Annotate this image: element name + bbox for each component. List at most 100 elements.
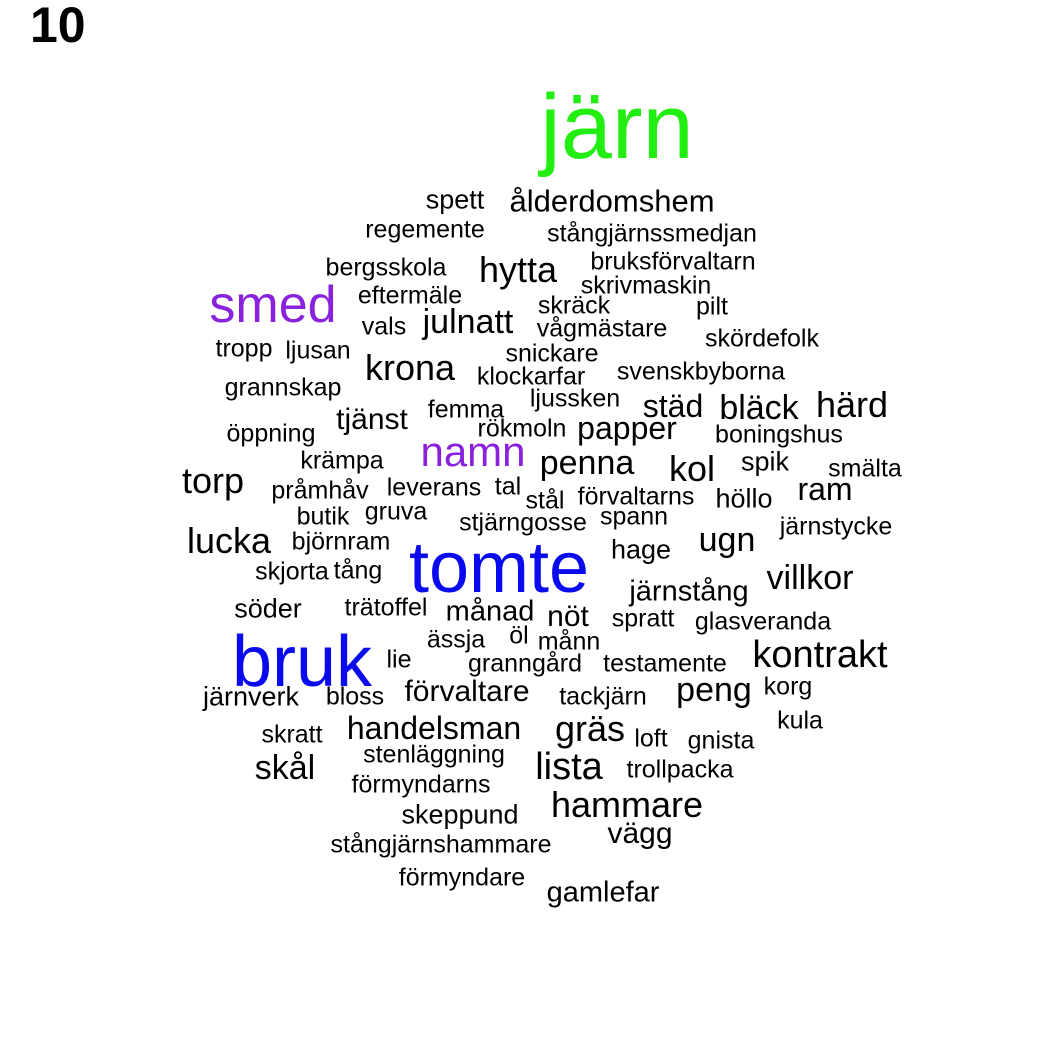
word-papper: papper <box>577 410 677 446</box>
word-glasveranda: glasveranda <box>694 607 832 636</box>
word-skal: skål <box>254 749 316 787</box>
word-gnista: gnista <box>687 726 755 755</box>
word-villkor: villkor <box>766 559 854 597</box>
word-bruk: bruk <box>231 622 373 702</box>
word-gruva: gruva <box>364 497 428 526</box>
word-skrivmaskin: skrivmaskin <box>580 271 712 300</box>
word-tropp: tropp <box>215 334 273 363</box>
word-forvaltarns: förvaltarns <box>577 482 695 511</box>
word-namn: namn <box>420 428 526 475</box>
word-leverans: leverans <box>386 473 482 502</box>
word-stad: städ <box>642 388 704 424</box>
word-skeppund: skeppund <box>401 799 519 830</box>
word-spik: spik <box>740 446 790 477</box>
word-black: bläck <box>719 389 799 427</box>
word-kontrakt: kontrakt <box>752 634 888 676</box>
word-tackjarn: tackjärn <box>559 682 647 711</box>
word-spratt: spratt <box>611 604 675 633</box>
word-stangjarnssmedjan: stångjärnssmedjan <box>547 219 757 248</box>
word-vals: vals <box>361 312 407 341</box>
word-vagmastare: vågmästare <box>536 314 668 343</box>
word-smed: smed <box>209 276 337 334</box>
word-jarnverk: järnverk <box>202 681 300 712</box>
word-forvaltare: förvaltare <box>404 675 530 708</box>
word-peng: peng <box>676 671 752 709</box>
word-jarn: järn <box>540 76 694 178</box>
word-bloss: bloss <box>325 682 385 711</box>
word-kol: kol <box>668 448 716 489</box>
word-skratt: skratt <box>261 720 323 749</box>
word-lucka: lucka <box>186 520 272 561</box>
word-handelsman: handelsman <box>346 710 522 746</box>
word-femma: femma <box>427 395 505 424</box>
word-skrack: skräck <box>537 291 611 320</box>
word-kula: kula <box>777 706 823 735</box>
word-oppning: öppning <box>226 419 316 448</box>
word-soder: söder <box>234 593 302 624</box>
word-stal: stål <box>525 486 565 515</box>
word-penna: penna <box>539 444 635 482</box>
word-skordefolk: skördefolk <box>705 324 819 353</box>
word-testamente: testamente <box>603 649 727 678</box>
word-tang: tång <box>333 556 383 585</box>
word-tjanst: tjänst <box>336 403 408 436</box>
word-hytta: hytta <box>478 249 558 290</box>
word-ljussken: ljussken <box>529 384 621 413</box>
word-pramhav: pråmhåv <box>271 476 369 505</box>
word-gras: gräs <box>554 708 626 749</box>
word-assja: ässja <box>426 625 486 654</box>
word-boningshus: boningshus <box>715 420 843 449</box>
word-stenlaggning: stenläggning <box>363 740 505 769</box>
word-alderdomshem: ålderdomshem <box>509 183 715 219</box>
word-jarnstang: järnstång <box>629 575 749 608</box>
word-skjorta: skjorta <box>255 557 329 586</box>
word-rokmoln: rökmoln <box>477 414 567 443</box>
word-loft: loft <box>634 724 668 753</box>
word-regemente: regemente <box>365 215 485 244</box>
word-formyndare: förmyndare <box>398 863 526 892</box>
word-svenskbyborna: svenskbyborna <box>616 357 786 386</box>
word-smalta: smälta <box>828 454 902 483</box>
word-manad: månad <box>445 595 535 628</box>
word-mann: månn <box>537 627 601 656</box>
word-tratoffel: trätoffel <box>344 593 428 622</box>
word-ljusan: ljusan <box>285 336 351 365</box>
word-snickare: snickare <box>505 339 599 368</box>
word-grannskap: grannskap <box>224 373 342 402</box>
word-lista: lista <box>535 746 603 788</box>
word-tal: tal <box>494 472 522 501</box>
word-korg: korg <box>763 672 813 701</box>
word-julnatt: julnatt <box>422 303 514 341</box>
word-eftermale: eftermäle <box>357 281 463 310</box>
word-ram: ram <box>797 471 853 507</box>
word-vagg: vägg <box>607 817 673 850</box>
word-ol: öl <box>509 621 529 650</box>
word-bruksforvaltarn: bruksförvaltarn <box>590 247 756 276</box>
word-krampa: krämpa <box>300 446 384 475</box>
word-hard: härd <box>815 384 889 425</box>
word-stjarngosse: stjärngosse <box>459 508 587 537</box>
word-torp: torp <box>181 460 245 501</box>
panel-number: 10 <box>30 0 86 53</box>
word-bjornram: björnram <box>291 527 391 556</box>
word-butik: butik <box>296 502 350 531</box>
word-gamlefar: gamlefar <box>546 876 660 909</box>
word-stangjarnshammare: stångjärnshammare <box>330 830 552 859</box>
word-ugn: ugn <box>698 521 756 559</box>
word-spann: spann <box>599 502 669 531</box>
word-bergsskola: bergsskola <box>325 253 447 282</box>
word-formyndarns: förmyndarns <box>351 770 491 799</box>
word-lie: lie <box>386 645 412 674</box>
word-klockarfar: klockarfar <box>476 362 586 391</box>
word-hage: hage <box>610 534 672 565</box>
word-krona: krona <box>364 347 456 388</box>
word-granngard: granngård <box>468 649 582 678</box>
word-jarnstycke: järnstycke <box>779 512 893 541</box>
word-hollo: höllo <box>715 483 773 514</box>
word-spett: spett <box>425 184 485 215</box>
word-trollpacka: trollpacka <box>626 755 734 784</box>
word-hammare: hammare <box>550 784 704 825</box>
word-tomte: tomte <box>408 528 590 608</box>
word-pilt: pilt <box>696 292 728 321</box>
